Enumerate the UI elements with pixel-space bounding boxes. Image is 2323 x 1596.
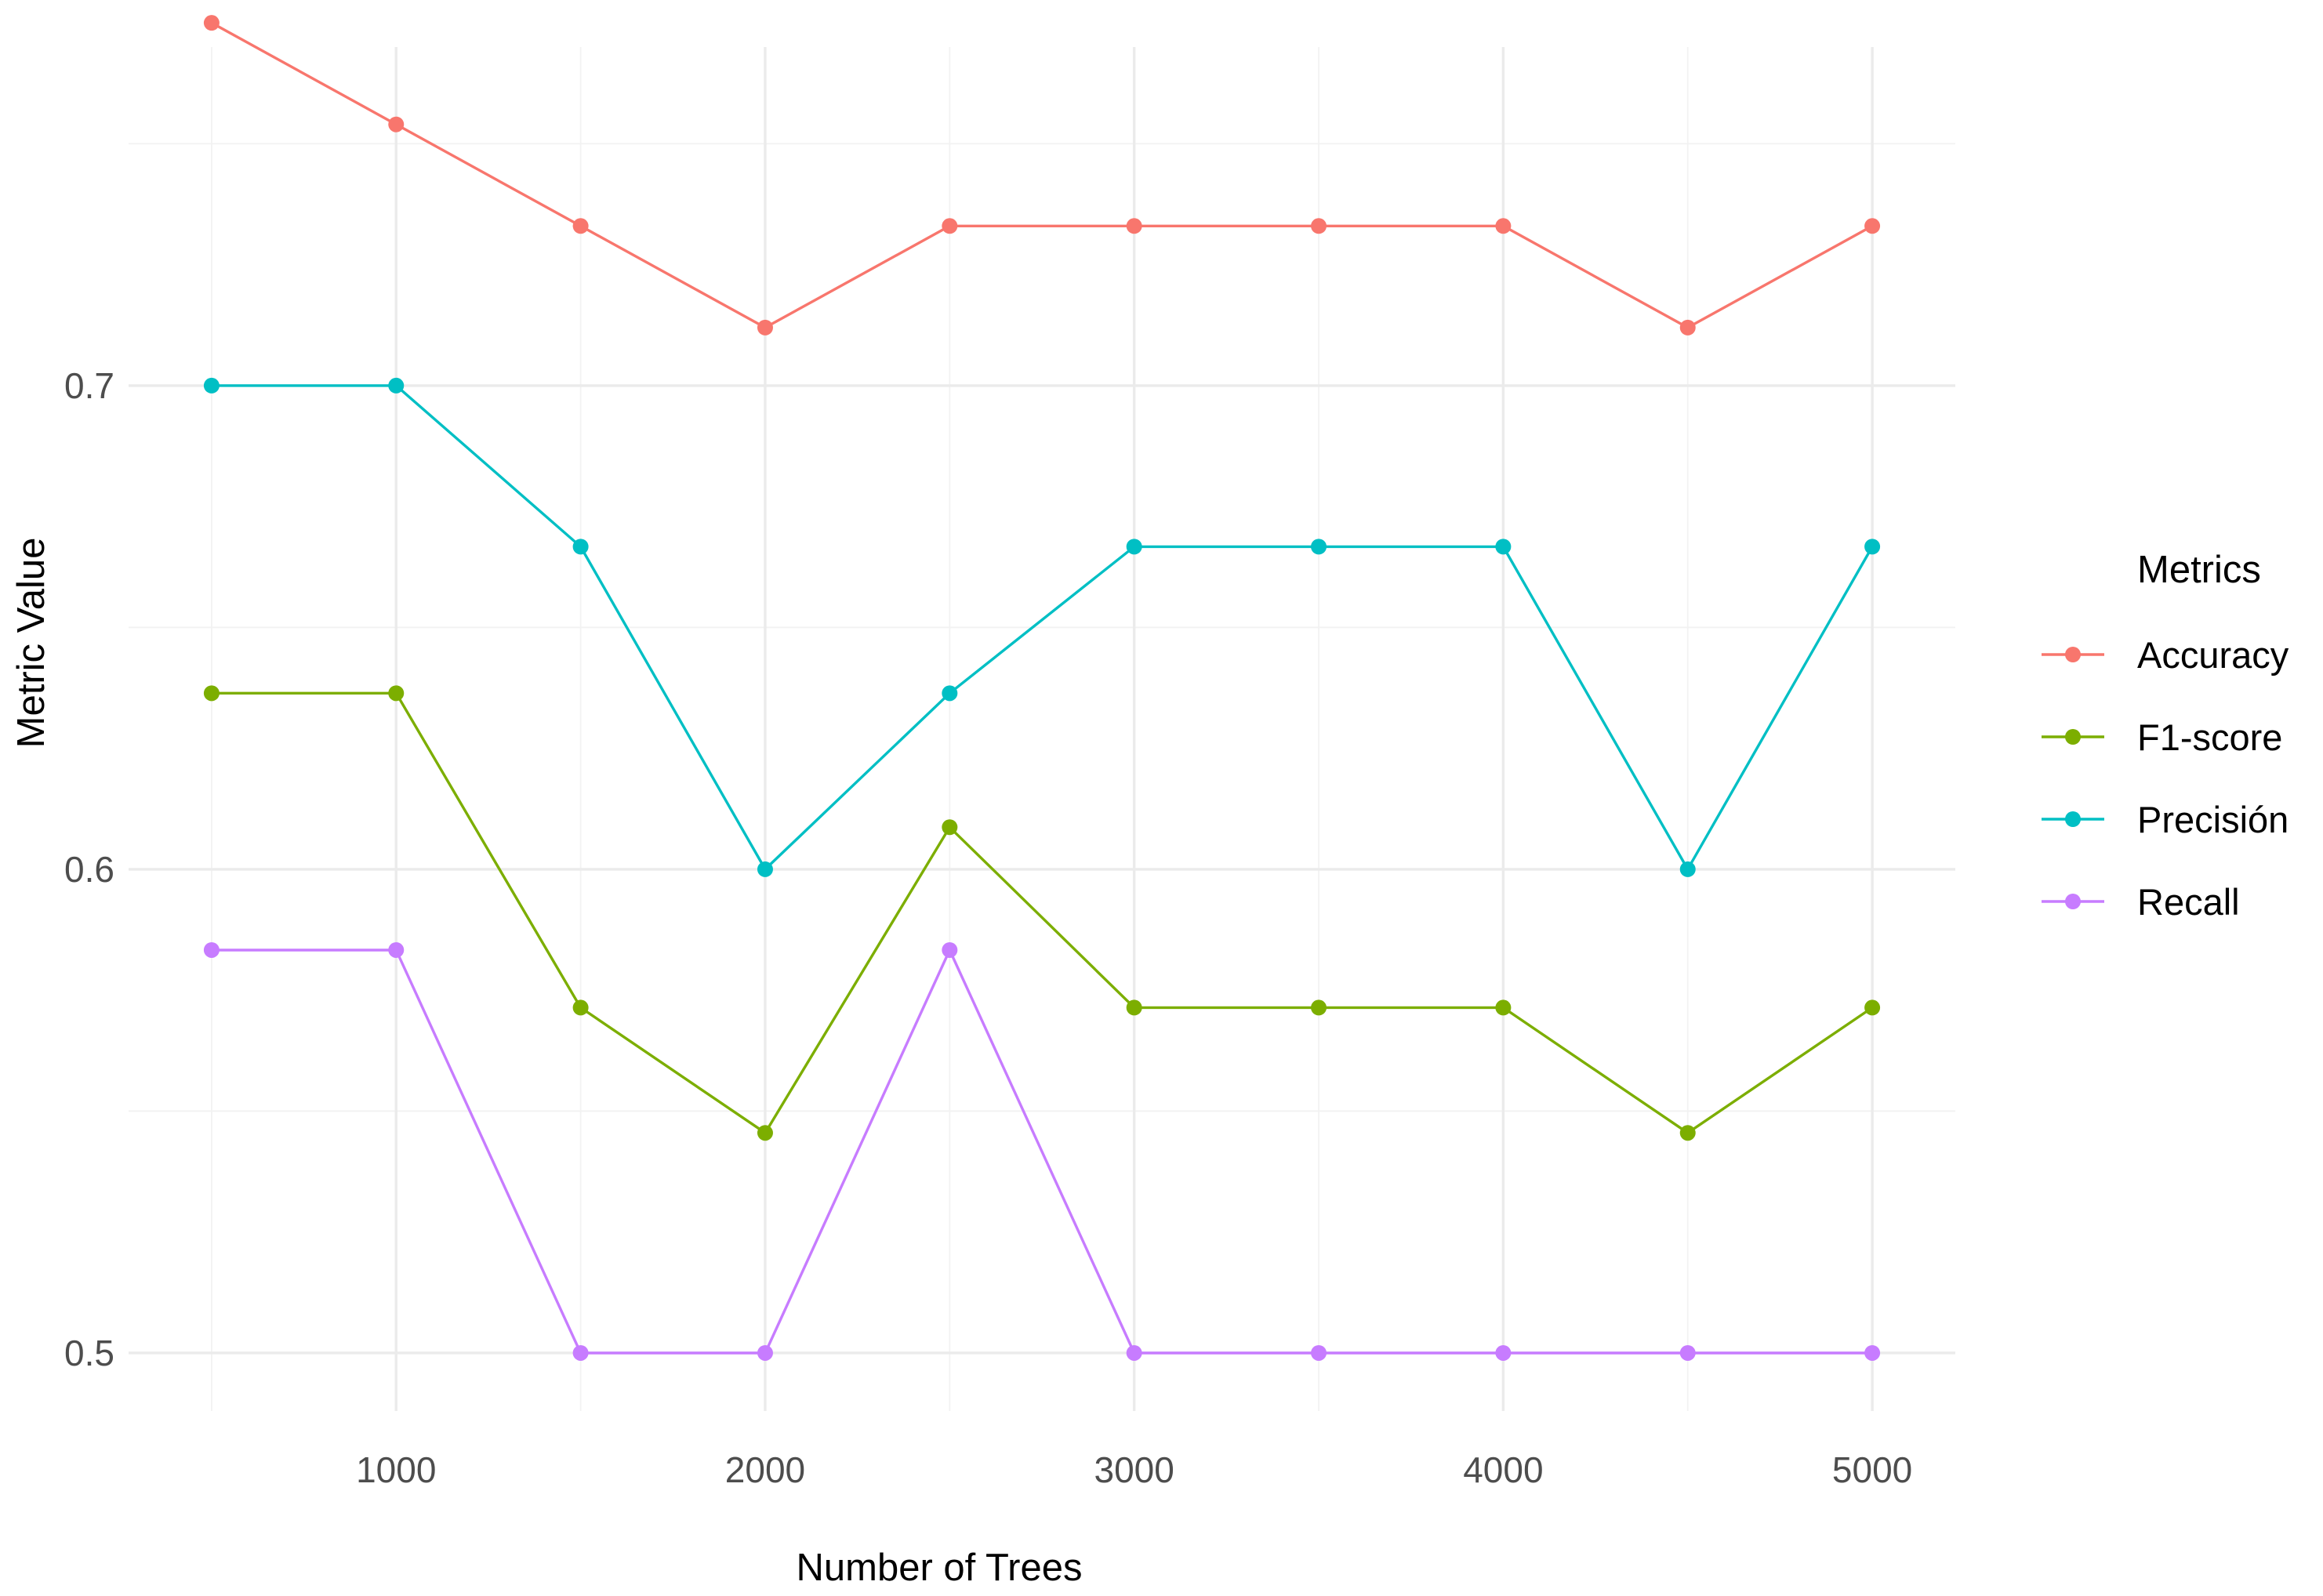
- y-tick-label: 0.5: [64, 1333, 114, 1373]
- data-point-accuracy: [1864, 218, 1881, 234]
- legend-key-point: [2065, 894, 2081, 909]
- data-point-precisi-n: [1311, 539, 1327, 555]
- series-line-precisi-n: [211, 384, 1874, 871]
- data-point-f1-score: [1864, 999, 1881, 1016]
- legend-key-point: [2065, 729, 2081, 745]
- plot-grid: [129, 47, 1955, 1411]
- data-point-f1-score: [1679, 1125, 1696, 1141]
- data-point-precisi-n: [942, 685, 958, 702]
- x-tick-label: 1000: [356, 1449, 436, 1490]
- data-point-f1-score: [757, 1125, 773, 1141]
- legend: Metrics Accuracy F1-score Precisión Recall: [2042, 549, 2289, 923]
- data-point-accuracy: [942, 218, 958, 234]
- y-axis-title: Metric Value: [10, 538, 53, 749]
- data-point-f1-score: [1495, 999, 1512, 1016]
- data-point-f1-score: [1311, 999, 1327, 1016]
- data-point-accuracy: [1679, 319, 1696, 336]
- y-tick-label: 0.6: [64, 849, 114, 890]
- data-point-recall: [1126, 1344, 1142, 1361]
- data-point-f1-score: [572, 999, 589, 1016]
- legend-label: Precisión: [2137, 799, 2289, 840]
- series-f1-score: [203, 685, 1881, 1141]
- legend-label: Accuracy: [2137, 634, 2289, 676]
- legend-item-precisi-n: Precisión: [2042, 799, 2289, 840]
- x-tick-label: 2000: [725, 1449, 805, 1490]
- x-axis-title: Number of Trees: [797, 1547, 1083, 1589]
- data-point-accuracy: [1126, 218, 1142, 234]
- data-point-precisi-n: [1495, 539, 1512, 555]
- data-point-precisi-n: [1679, 861, 1696, 877]
- data-point-recall: [203, 941, 220, 958]
- x-tick-label: 4000: [1463, 1449, 1543, 1490]
- data-point-recall: [757, 1344, 773, 1361]
- data-point-recall: [1311, 1344, 1327, 1361]
- data-point-recall: [1679, 1344, 1696, 1361]
- legend-title: Metrics: [2137, 549, 2261, 591]
- data-point-f1-score: [942, 819, 958, 836]
- data-point-recall: [1864, 1344, 1881, 1361]
- x-tick-label: 5000: [1832, 1449, 1912, 1490]
- legend-item-recall: Recall: [2042, 881, 2240, 923]
- series-line-f1-score: [211, 691, 1874, 1134]
- data-point-f1-score: [1126, 999, 1142, 1016]
- x-tick-label: 3000: [1094, 1449, 1174, 1490]
- y-axis-ticks: 0.5 0.6 0.7: [64, 365, 114, 1373]
- data-point-precisi-n: [1126, 539, 1142, 555]
- series-recall: [203, 941, 1881, 1361]
- legend-key-point: [2065, 811, 2081, 827]
- series-line-recall: [211, 949, 1873, 1355]
- data-point-precisi-n: [388, 377, 405, 394]
- x-axis-ticks: 1000 2000 3000 4000 5000: [356, 1449, 1912, 1490]
- series-precisi-n: [203, 377, 1881, 877]
- series-line-accuracy: [211, 21, 1873, 329]
- data-point-f1-score: [388, 685, 405, 702]
- data-point-recall: [388, 941, 405, 958]
- legend-key-point: [2065, 647, 2081, 662]
- legend-item-f1-score: F1-score: [2042, 716, 2282, 758]
- legend-item-accuracy: Accuracy: [2042, 634, 2289, 676]
- data-point-accuracy: [203, 15, 220, 31]
- data-point-accuracy: [1311, 218, 1327, 234]
- data-point-recall: [942, 941, 958, 958]
- data-point-recall: [1495, 1344, 1512, 1361]
- data-point-precisi-n: [572, 539, 589, 555]
- data-point-accuracy: [1495, 218, 1512, 234]
- data-point-accuracy: [388, 116, 405, 132]
- legend-label: F1-score: [2137, 716, 2282, 758]
- y-tick-label: 0.7: [64, 365, 114, 406]
- data-point-accuracy: [572, 218, 589, 234]
- data-point-recall: [572, 1344, 589, 1361]
- data-point-precisi-n: [1864, 539, 1881, 555]
- data-point-f1-score: [203, 685, 220, 702]
- data-point-precisi-n: [757, 861, 773, 877]
- legend-label: Recall: [2137, 881, 2240, 923]
- series-accuracy: [203, 15, 1881, 336]
- data-point-accuracy: [757, 319, 773, 336]
- data-point-precisi-n: [203, 377, 220, 394]
- plot-series: [203, 15, 1881, 1361]
